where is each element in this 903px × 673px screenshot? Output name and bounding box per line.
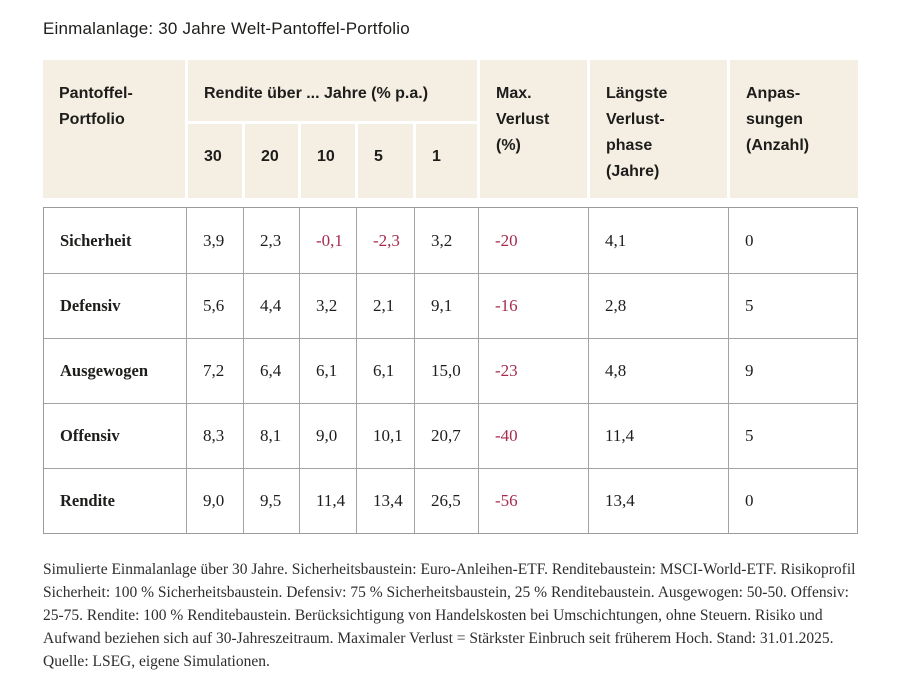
- header-max-verlust: Max. Verlust (%): [477, 60, 587, 198]
- header-rendite-years: 30 20 10 5 1: [185, 124, 477, 198]
- cell-value: 26,5: [414, 469, 478, 533]
- table-body: Sicherheit 3,9 2,3 -0,1 -2,3 3,2 -20 4,1 0 Defens…: [43, 207, 858, 534]
- cell-value: 6,1: [356, 339, 414, 403]
- cell-value: 2,8: [588, 274, 728, 338]
- header-year-1: 1: [413, 124, 477, 198]
- header-portfolio: Pantoffel- Portfolio: [59, 85, 133, 128]
- cell-value: 3,2: [299, 274, 356, 338]
- cell-value: 11,4: [299, 469, 356, 533]
- cell-value: 9: [728, 339, 859, 403]
- cell-value: 0: [728, 208, 859, 273]
- cell-value: 4,1: [588, 208, 728, 273]
- table-row: Ausgewogen 7,2 6,4 6,1 6,1 15,0 -23 4,8 9: [44, 338, 857, 403]
- cell-value: 11,4: [588, 404, 728, 468]
- page-title: Einmalanlage: 30 Jahre Welt-Pantoffel-Po…: [43, 19, 410, 38]
- header-year-10: 10: [298, 124, 355, 198]
- cell-value: 6,1: [299, 339, 356, 403]
- cell-value: -0,1: [299, 208, 356, 273]
- cell-value: 9,1: [414, 274, 478, 338]
- header-year-20: 20: [242, 124, 298, 198]
- header-rendite-group-title: Rendite über ... Jahre (% p.a.): [185, 60, 477, 124]
- row-label: Defensiv: [60, 296, 121, 315]
- cell-value: 5: [728, 274, 859, 338]
- header-anpassungen: Anpas- sungen (Anzahl): [727, 60, 858, 198]
- cell-value: 20,7: [414, 404, 478, 468]
- cell-value: 10,1: [356, 404, 414, 468]
- header-year-5: 5: [355, 124, 413, 198]
- cell-value: 6,4: [243, 339, 299, 403]
- cell-value: 3,9: [186, 208, 243, 273]
- cell-value: -16: [478, 274, 588, 338]
- row-label: Offensiv: [60, 426, 120, 445]
- header-rendite-group: Rendite über ... Jahre (% p.a.) 30 20 10…: [185, 60, 477, 198]
- cell-value: 0: [728, 469, 859, 533]
- table-header: Pantoffel- Portfolio Rendite über ... Ja…: [43, 60, 858, 198]
- cell-value: 4,4: [243, 274, 299, 338]
- table-row: Offensiv 8,3 8,1 9,0 10,1 20,7 -40 11,4 5: [44, 403, 857, 468]
- table-footnote: Simulierte Einmalanlage über 30 Jahre. S…: [43, 561, 856, 670]
- table-row: Sicherheit 3,9 2,3 -0,1 -2,3 3,2 -20 4,1 0: [44, 208, 857, 273]
- cell-value: 5,6: [186, 274, 243, 338]
- cell-value: 9,0: [186, 469, 243, 533]
- cell-value: 5: [728, 404, 859, 468]
- cell-value: -56: [478, 469, 588, 533]
- cell-value: 2,3: [243, 208, 299, 273]
- row-label: Rendite: [60, 491, 115, 510]
- cell-value: -20: [478, 208, 588, 273]
- cell-value: -2,3: [356, 208, 414, 273]
- cell-value: 13,4: [588, 469, 728, 533]
- cell-value: 15,0: [414, 339, 478, 403]
- header-year-30: 30: [185, 124, 242, 198]
- row-label: Ausgewogen: [60, 361, 149, 380]
- header-laengste-verlustphase: Längste Verlust- phase (Jahre): [587, 60, 727, 198]
- cell-value: 8,3: [186, 404, 243, 468]
- cell-value: 4,8: [588, 339, 728, 403]
- cell-value: 13,4: [356, 469, 414, 533]
- cell-value: 2,1: [356, 274, 414, 338]
- cell-value: 7,2: [186, 339, 243, 403]
- cell-value: -40: [478, 404, 588, 468]
- table-row: Defensiv 5,6 4,4 3,2 2,1 9,1 -16 2,8 5: [44, 273, 857, 338]
- cell-value: 8,1: [243, 404, 299, 468]
- cell-value: -23: [478, 339, 588, 403]
- cell-value: 3,2: [414, 208, 478, 273]
- row-label: Sicherheit: [60, 230, 132, 250]
- table-row: Rendite 9,0 9,5 11,4 13,4 26,5 -56 13,4 0: [44, 468, 857, 533]
- cell-value: 9,0: [299, 404, 356, 468]
- cell-value: 9,5: [243, 469, 299, 533]
